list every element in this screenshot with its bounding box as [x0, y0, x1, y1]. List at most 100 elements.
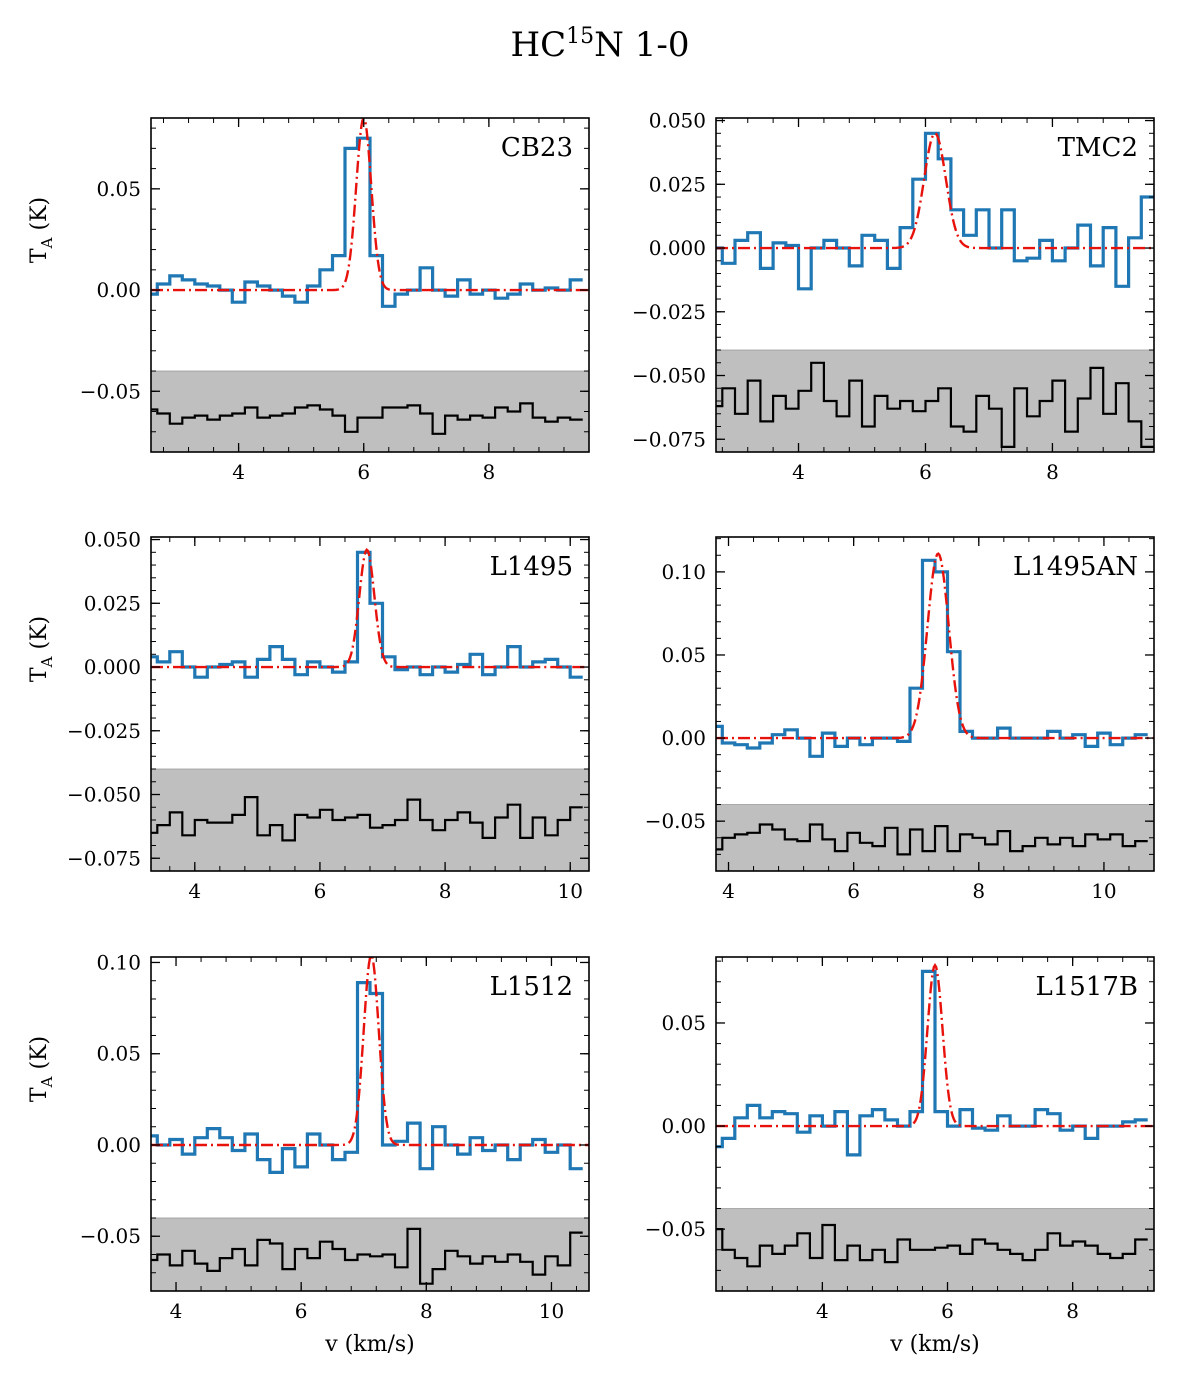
spectrum-line	[151, 550, 583, 679]
y-axis-label-main: T	[27, 667, 52, 682]
y-tick-label: 0.050	[84, 528, 141, 552]
y-tick-label: 0.10	[96, 950, 141, 974]
y-axis-label-sub: A	[38, 656, 56, 668]
residual-line	[151, 402, 583, 435]
axes-frame	[150, 117, 590, 453]
fit-curve	[716, 963, 1154, 1128]
y-tick-label: 0.10	[661, 560, 706, 584]
y-tick-label: −0.025	[632, 300, 706, 324]
y-axis-label-sub: A	[38, 237, 56, 249]
y-tick-label: 0.00	[661, 1114, 706, 1138]
panel-label: TMC2	[1058, 133, 1138, 163]
fit-curve	[151, 118, 589, 292]
y-tick-label: 0.05	[96, 177, 141, 201]
y-tick-label: 0.025	[84, 591, 141, 615]
axes-frame	[715, 956, 1155, 1292]
residual-line	[716, 823, 1148, 856]
y-tick-label: −0.075	[67, 846, 141, 870]
x-tick-label: 4	[170, 1299, 183, 1323]
y-tick-label: −0.05	[80, 1224, 141, 1248]
y-tick-label: −0.025	[67, 719, 141, 743]
x-tick-label: 8	[1066, 1299, 1079, 1323]
x-tick-label: 6	[295, 1299, 308, 1323]
x-tick-label: 4	[792, 460, 805, 484]
x-tick-label: 8	[483, 460, 496, 484]
plot-area	[716, 131, 1154, 448]
panel-label: CB23	[501, 133, 573, 163]
x-tick-label: 4	[232, 460, 245, 484]
y-axis-label: TA (K)	[27, 1036, 56, 1102]
y-tick-label: −0.05	[645, 809, 706, 833]
y-tick-label: −0.05	[645, 1217, 706, 1241]
spectrum-line	[716, 558, 1148, 758]
x-tick-label: 8	[1046, 460, 1059, 484]
fit-curve	[716, 552, 1154, 740]
panel-l1517b: −0.05 0.00 0.05 4 6 8 L1517B v (km/s)	[645, 956, 1155, 1357]
y-axis-label-unit: (K)	[27, 616, 52, 657]
fit-curve	[151, 548, 589, 669]
axes-frame	[715, 536, 1155, 872]
y-tick-label: 0.00	[96, 278, 141, 302]
x-tick-label: 6	[919, 460, 932, 484]
panel-label: L1512	[490, 972, 573, 1002]
y-tick-label: 0.000	[649, 236, 706, 260]
y-axis-label-unit: (K)	[27, 197, 52, 238]
y-tick-label: −0.05	[80, 379, 141, 403]
y-axis-label-main: T	[27, 1087, 52, 1102]
x-tick-label: 4	[816, 1299, 829, 1323]
x-tick-label: 6	[314, 879, 327, 903]
axes-frame	[715, 117, 1155, 453]
residual-line	[151, 1227, 583, 1285]
x-tick-label: 10	[1091, 879, 1116, 903]
residual-line	[151, 796, 583, 842]
panel-tmc2: −0.075 −0.050 −0.025 0.000 0.025 0.050 4 6 8 TMC2	[632, 109, 1155, 484]
y-axis-label: TA (K)	[27, 197, 56, 263]
y-tick-label: −0.075	[632, 427, 706, 451]
y-tick-label: −0.050	[632, 364, 706, 388]
y-tick-label: 0.025	[649, 172, 706, 196]
x-tick-label: 10	[539, 1299, 564, 1323]
panel-label: L1495AN	[1013, 552, 1138, 582]
spectrum-line	[716, 969, 1148, 1157]
y-axis-label-sub: A	[38, 1076, 56, 1088]
spectrum-line	[716, 131, 1154, 291]
y-tick-label: 0.050	[649, 109, 706, 133]
panel-label: L1495	[490, 552, 573, 582]
panel-l1495: −0.075 −0.050 −0.025 0.000 0.025 0.050 4 6 8 10 L1…	[27, 528, 590, 903]
y-tick-label: 0.000	[84, 655, 141, 679]
y-tick-label: −0.050	[67, 783, 141, 807]
x-tick-label: 6	[357, 460, 370, 484]
figure-title: HC15N 1-0	[511, 24, 690, 65]
x-tick-label: 8	[972, 879, 985, 903]
residual-line	[716, 361, 1154, 448]
spectrum-line	[151, 136, 583, 308]
x-tick-label: 6	[941, 1299, 954, 1323]
panel-l1495an: −0.05 0.00 0.05 0.10 4 6 8 10 L1495AN	[645, 536, 1155, 903]
x-tick-label: 6	[847, 879, 860, 903]
spectrum-line	[151, 981, 583, 1174]
residual-line	[716, 1223, 1148, 1268]
panel-l1512: −0.05 0.00 0.05 0.10 4 6 8 10 L1512 TA (K) v (km/s…	[27, 950, 590, 1357]
y-tick-label: 0.00	[661, 726, 706, 750]
x-tick-label: 4	[188, 879, 201, 903]
panel-label: L1517B	[1035, 972, 1138, 1002]
x-tick-label: 10	[558, 879, 583, 903]
x-axis-label: v (km/s)	[889, 1332, 979, 1357]
axes-frame	[150, 956, 590, 1292]
y-axis-label: TA (K)	[27, 616, 56, 682]
x-axis-label: v (km/s)	[324, 1332, 414, 1357]
residual-band	[150, 370, 590, 453]
y-tick-label: 0.05	[661, 643, 706, 667]
y-axis-label-unit: (K)	[27, 1036, 52, 1077]
y-tick-label: 0.00	[96, 1133, 141, 1157]
x-tick-label: 8	[420, 1299, 433, 1323]
plot-area	[151, 548, 589, 842]
panel-cb23: −0.05 0.00 0.05 4 6 8 CB23 TA (K)	[27, 117, 590, 484]
y-tick-label: 0.05	[96, 1042, 141, 1066]
plot-area	[151, 118, 589, 435]
fit-curve	[716, 131, 1154, 250]
x-tick-label: 4	[722, 879, 735, 903]
plot-area	[716, 552, 1154, 856]
x-tick-label: 8	[439, 879, 452, 903]
